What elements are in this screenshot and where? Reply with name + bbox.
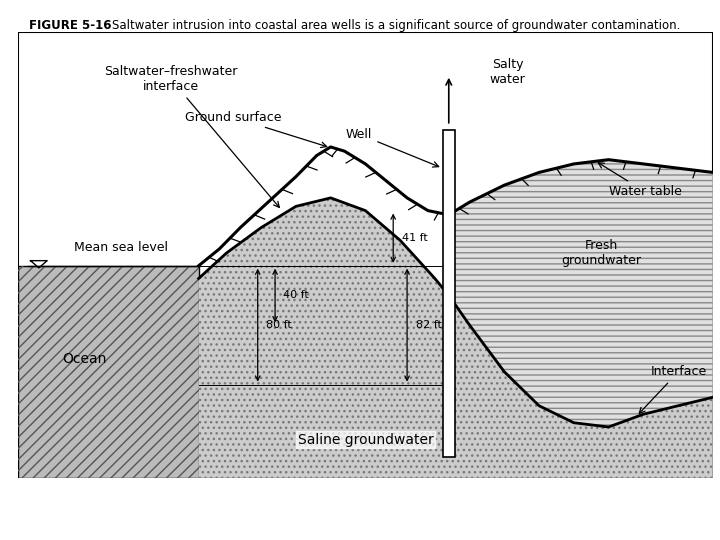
Text: 41 ft: 41 ft <box>402 233 428 243</box>
Text: 80 ft: 80 ft <box>266 320 292 330</box>
Text: Copyright © 2015 by Pearson Education, Inc: Copyright © 2015 by Pearson Education, I… <box>432 495 658 504</box>
Text: Saline groundwater: Saline groundwater <box>297 433 433 447</box>
Text: Jerry A. Nathanson | Richard A. Schneider: Jerry A. Nathanson | Richard A. Schneide… <box>187 519 408 529</box>
Polygon shape <box>18 266 199 478</box>
Text: Water table: Water table <box>598 163 681 198</box>
Text: Ground surface: Ground surface <box>185 111 327 147</box>
Polygon shape <box>199 198 713 478</box>
Text: All Rights Reserve: All Rights Reserve <box>432 519 528 529</box>
Text: Basic Environmental Technology, Sixth Edition: Basic Environmental Technology, Sixth Ed… <box>187 495 429 504</box>
Text: PEARSON: PEARSON <box>582 500 709 524</box>
Bar <box>443 130 455 457</box>
Text: Well: Well <box>346 128 438 167</box>
Text: Mean sea level: Mean sea level <box>73 241 168 254</box>
Text: FIGURE 5-16: FIGURE 5-16 <box>29 19 112 32</box>
Text: Saltwater intrusion into coastal area wells is a significant source of groundwat: Saltwater intrusion into coastal area we… <box>112 19 680 32</box>
Text: 82 ft: 82 ft <box>416 320 442 330</box>
Text: 40 ft: 40 ft <box>284 291 309 300</box>
Text: ALWAYS LEARNING: ALWAYS LEARNING <box>4 503 179 521</box>
Text: Salty
water: Salty water <box>490 58 526 86</box>
Text: Ocean: Ocean <box>62 352 106 366</box>
Text: Fresh
groundwater: Fresh groundwater <box>562 239 642 267</box>
Text: Saltwater–freshwater
interface: Saltwater–freshwater interface <box>104 65 279 207</box>
Text: Interface: Interface <box>639 366 706 413</box>
Polygon shape <box>449 160 713 427</box>
